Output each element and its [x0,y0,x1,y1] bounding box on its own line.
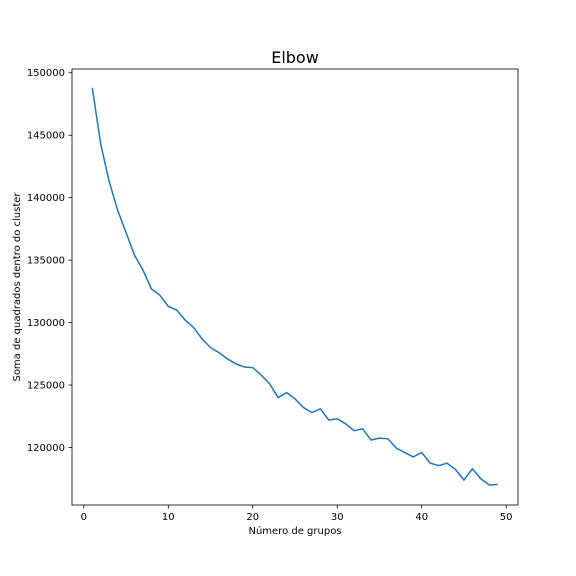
y-tick-label: 135000 [27,256,65,267]
x-tick-label: 40 [415,512,428,523]
y-axis: 120000 125000 130000 135000 140000 145000 1500… [27,68,72,454]
x-tick-label: 10 [162,512,175,523]
plot-frame [71,68,519,506]
series-line [91,87,498,486]
x-axis-label: Número de grupos [248,525,341,537]
y-axis-label: Soma de quadrados dentro do cluster [12,192,23,382]
y-tick-label: 130000 [27,318,65,329]
x-tick-label: 30 [331,512,344,523]
y-tick-label: 150000 [27,68,65,79]
x-axis: 0 10 20 30 40 50 [81,505,513,523]
x-tick-label: 20 [246,512,259,523]
chart-title: Elbow [271,48,319,67]
x-tick-label: 50 [500,512,513,523]
y-tick-label: 145000 [27,131,65,142]
y-tick-label: 125000 [27,381,65,392]
y-tick-label: 120000 [27,443,65,454]
y-tick-label: 140000 [27,193,65,204]
x-tick-label: 0 [81,512,87,523]
